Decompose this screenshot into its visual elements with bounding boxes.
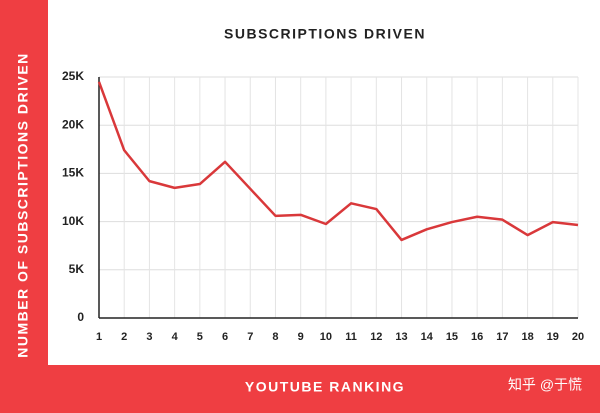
x-tick-label: 19: [547, 331, 559, 343]
x-tick-label: 12: [370, 331, 382, 343]
x-tick-label: 20: [572, 331, 584, 343]
x-tick-label: 11: [345, 331, 357, 343]
x-tick-label: 17: [496, 331, 508, 343]
x-tick-label: 8: [272, 331, 278, 343]
x-tick-label: 2: [121, 331, 127, 343]
y-tick-label: 15K: [62, 166, 84, 180]
y-tick-label: 20K: [62, 117, 84, 131]
left-band: [0, 0, 48, 413]
y-tick-label: 5K: [69, 262, 85, 276]
x-tick-label: 10: [320, 331, 332, 343]
x-tick-label: 15: [446, 331, 458, 343]
watermark: 知乎 @于慌: [508, 377, 582, 393]
x-tick-label: 4: [172, 331, 179, 343]
x-tick-label: 13: [395, 331, 407, 343]
y-tick-label: 10K: [62, 214, 84, 228]
x-tick-label: 9: [298, 331, 304, 343]
data-line: [97, 81, 579, 242]
x-tick-label: 6: [222, 331, 228, 343]
x-tick-label: 16: [471, 331, 483, 343]
x-tick-label: 18: [521, 331, 533, 343]
y-tick-label: 25K: [62, 69, 84, 83]
y-axis-label: NUMBER OF SUBSCRIPTIONS DRIVEN: [15, 52, 31, 358]
bottom-band: [48, 365, 600, 413]
y-tick-label: 0: [77, 310, 84, 324]
x-tick-label: 5: [197, 331, 203, 343]
x-axis-label: YOUTUBE RANKING: [245, 379, 405, 395]
x-tick-label: 3: [146, 331, 152, 343]
x-tick-label: 1: [96, 331, 102, 343]
chart-title: SUBSCRIPTIONS DRIVEN: [224, 26, 426, 42]
x-tick-label: 7: [247, 331, 253, 343]
x-tick-label: 14: [421, 331, 434, 343]
